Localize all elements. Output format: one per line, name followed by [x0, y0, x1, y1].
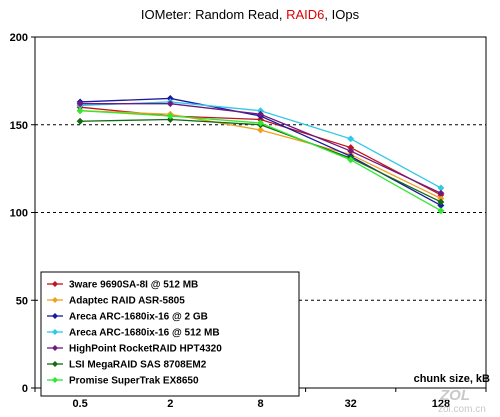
legend-marker	[52, 297, 58, 303]
chart-title-highlight: RAID6	[286, 7, 325, 22]
x-tick-label: 128	[432, 398, 450, 410]
y-tick-label: 200	[10, 32, 28, 44]
series	[76, 107, 445, 215]
legend-label: 3ware 9690SA-8I @ 512 MB	[69, 280, 198, 291]
data-point	[437, 198, 445, 206]
x-tick-label: 8	[257, 398, 263, 410]
chart-title-prefix: IOMeter: Random Read,	[140, 7, 287, 22]
watermark-brand: ZOL	[439, 387, 470, 404]
y-tick-label: 150	[10, 120, 28, 132]
data-point	[347, 147, 355, 155]
chart-title-suffix: , IOps	[324, 7, 360, 22]
x-tick-label: 32	[345, 398, 357, 410]
legend-label: LSI MegaRAID SAS 8708EM2	[69, 360, 207, 371]
legend: 3ware 9690SA-8I @ 512 MB Adaptec RAID ASR…	[40, 271, 300, 397]
series	[76, 100, 445, 197]
legend-marker	[52, 313, 58, 319]
legend-item: Promise SuperTrak EX8650	[47, 376, 199, 387]
legend-item: Areca ARC-1680ix-16 @ 2 GB	[47, 312, 208, 323]
legend-marker	[52, 377, 58, 383]
legend-marker	[52, 329, 58, 335]
data-point	[256, 119, 265, 127]
data-point	[437, 207, 445, 215]
data-point	[76, 100, 84, 108]
legend-label: Areca ARC-1680ix-16 @ 2 GB	[69, 312, 208, 323]
data-point	[437, 189, 445, 197]
chart-title: IOMeter: Random Read, RAID6, IOps	[0, 7, 500, 22]
legend-item: Areca ARC-1680ix-16 @ 512 MB	[47, 328, 220, 339]
data-point	[256, 110, 265, 118]
legend-item: 3ware 9690SA-8I @ 512 MB	[47, 280, 198, 291]
data-point	[76, 107, 84, 115]
legend-box	[40, 271, 300, 397]
y-tick-label: 100	[10, 208, 28, 220]
x-axis-label: chunk size, kB	[414, 373, 490, 385]
legend-marker	[52, 345, 58, 351]
data-point	[347, 156, 355, 164]
x-tick-label: 2	[167, 398, 173, 410]
y-tick-label: 0	[22, 383, 28, 395]
y-tick-label: 50	[16, 295, 28, 307]
data-point	[347, 135, 355, 143]
data-point	[76, 117, 84, 125]
legend-item: HighPoint RocketRAID HPT4320	[47, 344, 222, 355]
legend-item: Adaptec RAID ASR-5805	[47, 296, 185, 307]
data-point	[256, 126, 265, 134]
legend-label: HighPoint RocketRAID HPT4320	[69, 344, 222, 355]
x-tick-label: 0.5	[72, 398, 87, 410]
legend-label: Areca ARC-1680ix-16 @ 512 MB	[69, 328, 220, 339]
legend-label: Promise SuperTrak EX8650	[69, 376, 199, 387]
legend-item: LSI MegaRAID SAS 8708EM2	[47, 360, 207, 371]
legend-marker	[52, 361, 58, 367]
data-point	[166, 100, 174, 108]
legend-marker	[52, 281, 58, 287]
legend-label: Adaptec RAID ASR-5805	[69, 296, 185, 307]
watermark-site: zol.com.cn	[438, 404, 486, 415]
data-point	[166, 112, 174, 120]
